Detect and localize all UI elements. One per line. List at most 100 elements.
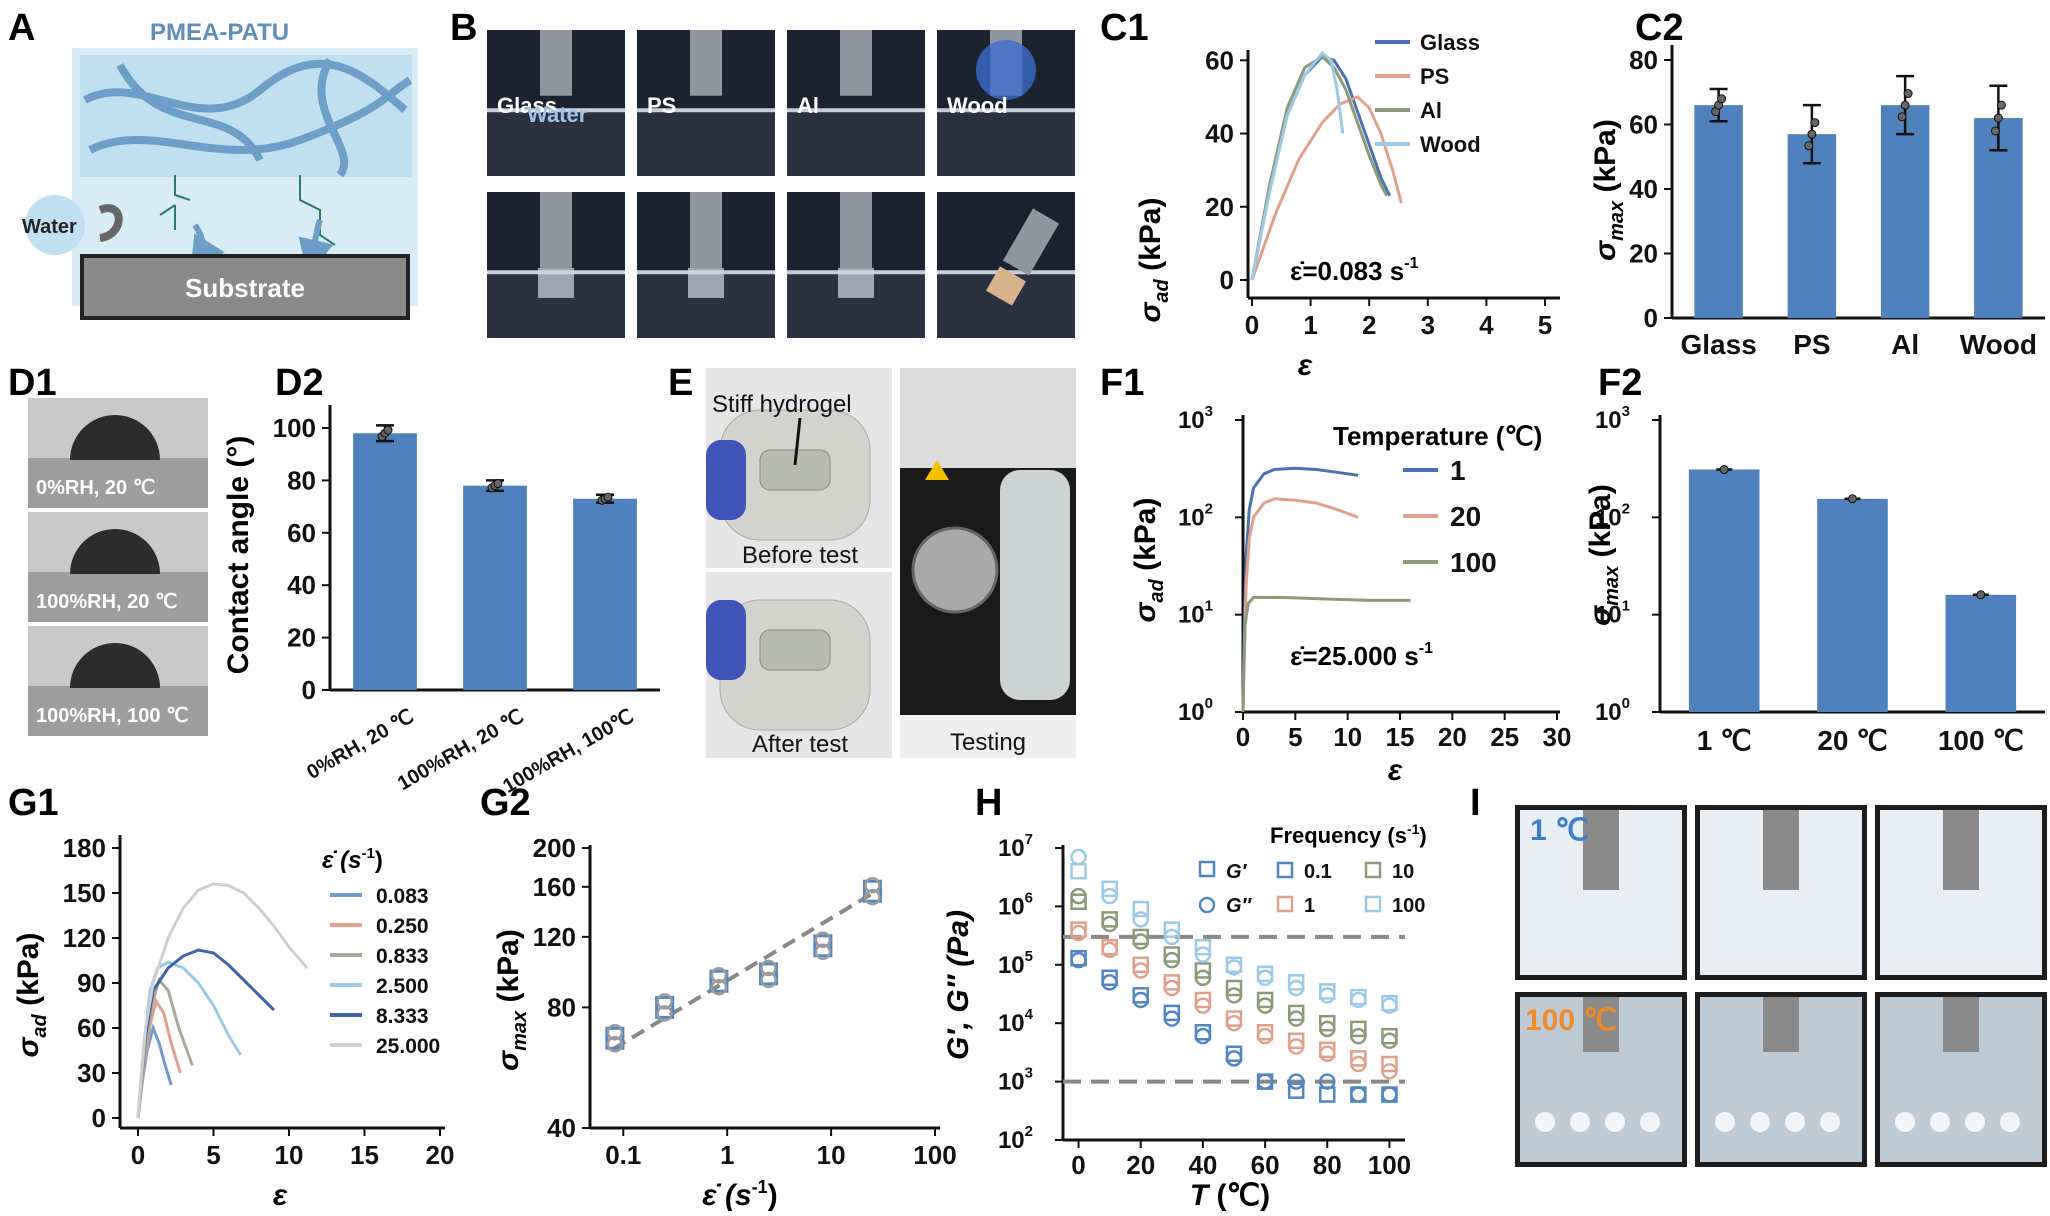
h-gdoubleprime-marker [1163,1010,1181,1027]
h-ytick-label: 104 [998,1006,1034,1037]
h-legend-gprime-swatch [1198,860,1216,878]
h-gprime-marker [1132,900,1149,918]
h-xtick-label: 100 [1368,1150,1411,1180]
h-gdoubleprime-marker [1381,997,1398,1014]
c1-rate-label: ε̇=0.083 s-1 [1290,255,1419,286]
stiff-hydrogel-label: Stiff hydrogel [712,391,852,418]
panel-g1: G1 σad (kPa) ε ε̇ (s-1) 0 5 10 15 20 0 30 60 90 1… [8,782,454,1212]
h-gdoubleprime-marker [1256,969,1274,987]
f1-ytick-label: 102 [1178,500,1213,531]
c2-xtick-label: Glass [1680,329,1756,360]
f1-legend-title: Temperature (℃) [1333,421,1542,451]
h-ytick-exp: 7 [1025,831,1033,848]
g1-ytick-label: 180 [63,833,106,863]
panel-label-d2: D2 [275,362,324,404]
h-gdoubleprime-marker [1319,1045,1336,1062]
c1-xtick-label: 0 [1245,310,1259,340]
h-gprime-marker [1101,969,1118,987]
f1-legend-label: 100 [1450,547,1497,578]
i-bubble [1965,1112,1985,1132]
panel-d1: D1 0%RH, 20 ℃ 100%RH, 20 ℃ 100%RH, 100 ℃ [8,362,208,736]
panel-g2: G2 σmax (kPa) ε̇ (s-1) 0.1 1 10 100 40 80 120 1… [480,782,957,1212]
i-probe [1763,997,1799,1052]
h-gdoubleprime-marker [1225,959,1243,976]
i-bubble [1930,1112,1950,1132]
g1-ytick-label: 60 [77,1013,106,1043]
g2-ylabel: σmax (kPa) [492,929,531,1071]
i-bubble [1605,1112,1625,1132]
panel-label-c2: C2 [1635,7,1684,49]
f1-rate-label: ε̇=25.000 s-1 [1290,640,1433,671]
f2-ytick-exp: 3 [1622,403,1630,420]
h-gprime-marker [1319,1014,1336,1032]
f2-xtick-label: 100 ℃ [1938,725,2024,756]
c1-legend-label: Glass [1420,30,1480,55]
f2-ytick-exp: 1 [1622,598,1630,615]
g2-box-marker [709,969,729,993]
f2-datapoint [1848,494,1857,504]
g2-ytick-label: 200 [533,833,576,863]
polymer-chain-4 [317,57,349,178]
c2-xtick-label: PS [1793,329,1830,360]
hydrogel-slot-after [759,629,831,671]
g2-box-marker [655,995,675,1019]
f1-ytick-exp: 2 [1205,500,1213,517]
b-substrate-label: PS [647,93,676,118]
f2-ytick-label: 102 [1595,500,1630,531]
h-gdoubleprime-marker [1381,1063,1398,1080]
c1-xtick-label: 2 [1362,310,1376,340]
c1-xtick-label: 1 [1303,310,1317,340]
g2-point [760,971,777,989]
h-gprime-marker [1132,956,1149,974]
g2-fit-line [612,890,876,1051]
panel-label-b: B [450,7,477,49]
f2-ylabel: σmax (kPa) [1584,484,1623,626]
h-ytick-label: 102 [998,1123,1033,1154]
g2-xtick-label: 0.1 [605,1140,641,1170]
h-gprime-marker [1350,1050,1367,1067]
g2-ytick-label: 120 [533,922,576,952]
f2-ytick-exp: 2 [1622,500,1630,517]
f1-xtick-label: 10 [1333,722,1362,752]
f1-xtick-label: 0 [1236,722,1250,752]
f2-bar [1817,498,1888,712]
h-gdoubleprime-marker [1256,1027,1274,1045]
h-xtick-label: 20 [1126,1150,1155,1180]
h-ytick-label: 107 [998,831,1033,862]
h-gdoubleprime-marker [1225,987,1243,1004]
f2-bar [1688,469,1760,712]
h-gdoubleprime-marker [1101,887,1118,905]
h-legend-title: Frequency (s-1) [1270,821,1427,848]
d1-photo-label: 100%RH, 20 ℃ [36,591,177,613]
h-xtick-label: 40 [1188,1150,1217,1180]
b-probe-tilted [1003,208,1059,276]
c2-bar [1787,134,1837,318]
c2-xtick-label: Al [1891,329,1919,360]
g1-legend-label: 0.250 [376,915,429,938]
b-photo-floor [487,110,625,176]
h-gprime-marker [1381,1055,1398,1073]
i-bubble [1570,1112,1590,1132]
h-legend-freq-swatch [1364,895,1382,913]
b-photo-floor [637,110,775,176]
after-test-label: After test [752,731,848,758]
i-probe [1583,997,1619,1052]
load-cell [911,526,999,614]
h-ytick-label: 106 [998,889,1033,920]
b-water-label: Water [527,102,588,127]
c2-bar [1880,105,1930,319]
g1-legend-label: 8.333 [376,1005,429,1028]
g2-box-marker [813,934,833,958]
g2-point [710,966,728,984]
h-gdoubleprime-marker [1287,1010,1305,1027]
h-gdoubleprime-marker [1132,911,1149,928]
f1-xtick-label: 15 [1386,722,1415,752]
h-gdoubleprime-marker [1194,946,1212,963]
panel-label-e: E [668,362,693,404]
h-gdoubleprime-marker [1225,1014,1243,1032]
b-wood-block [986,266,1026,306]
h-gdoubleprime-marker [1101,974,1118,991]
c2-datapoint [1804,141,1814,151]
f2-ytick-label: 100 [1595,695,1630,726]
g1-legend-title: ε̇ (s-1) [322,845,383,874]
